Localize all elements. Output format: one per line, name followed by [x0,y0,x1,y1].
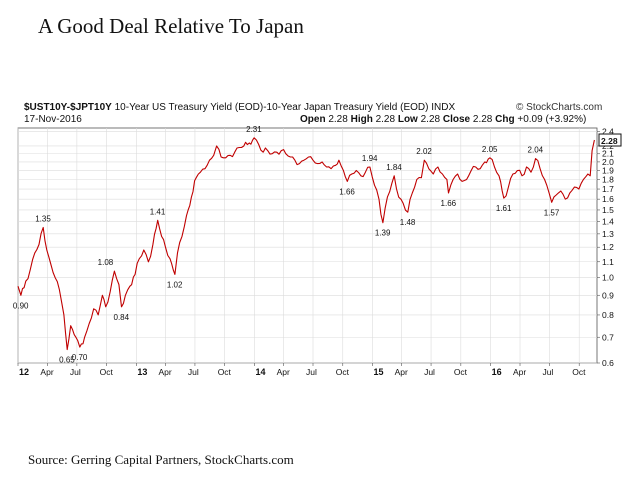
x-tick-label: Jul [70,367,81,377]
x-tick-label: Apr [513,367,526,377]
y-tick-label: 2.0 [602,157,614,167]
x-tick-label: Jul [424,367,435,377]
x-tick-label: Oct [454,367,468,377]
chart-date: 17-Nov-2016 [24,114,82,125]
series-line [17,137,595,351]
x-tick-label: Apr [40,367,53,377]
data-label: 0.65 [59,356,75,365]
chart-symbol: $UST10Y-$JPT10Y [24,102,112,113]
chg-label: Chg [495,114,515,125]
chart-header-line-1: $UST10Y-$JPT10Y 10-Year US Treasury Yiel… [24,102,455,113]
close-label: Close [442,114,471,125]
y-tick-label: 0.6 [602,358,614,368]
source-note: Source: Gerring Capital Partners, StockC… [28,452,294,467]
x-tick-label: Oct [336,367,350,377]
y-tick-label: 1.6 [602,194,614,204]
x-tick-label: 16 [492,367,502,377]
x-tick-label: Apr [158,367,171,377]
y-tick-label: 1.7 [602,184,614,194]
data-label: 1.48 [400,218,416,227]
y-tick-label: 1.8 [602,174,614,184]
last-value-box [598,133,622,147]
data-label: 0.90 [13,301,29,310]
y-tick-label: 1.3 [602,229,614,239]
data-label: 1.08 [98,258,114,267]
data-label: 1.57 [544,208,560,217]
figure-title: A Good Deal Relative To Japan [38,14,304,38]
x-tick-label: Oct [218,367,232,377]
y-tick-label: 0.7 [602,332,614,342]
x-tick-label: Jul [306,367,317,377]
high-value: 2.28 [375,114,396,125]
last-value-label: 2.28 [601,136,618,146]
x-tick-label: 15 [374,367,384,377]
x-tick-label: 12 [19,367,29,377]
open-label: Open [300,114,326,125]
x-tick-label: Apr [395,367,408,377]
data-label: 1.66 [441,199,457,208]
brand-label: © StockCharts.com [516,102,603,113]
y-tick-label: 2.4 [602,126,614,136]
x-tick-label: 13 [137,367,147,377]
y-tick-label: 1.5 [602,205,614,215]
x-tick-label: 14 [255,367,265,377]
data-label: 0.70 [72,353,88,362]
x-tick-label: Jul [188,367,199,377]
ohlc-readout: Open 2.28 High 2.28 Low 2.28 Close 2.28 … [300,114,586,125]
x-tick-label: Oct [572,367,586,377]
data-label: 1.35 [35,215,51,224]
open-value: 2.28 [328,114,348,125]
y-tick-label: 1.2 [602,242,614,252]
high-label: High [350,114,373,125]
low-label: Low [397,114,418,125]
data-label: 0.84 [114,313,130,322]
x-tick-label: Oct [100,367,114,377]
y-tick-label: 1.9 [602,165,614,175]
data-label: 1.84 [386,163,402,172]
data-label: 1.94 [362,154,378,163]
y-tick-label: 0.9 [602,290,614,300]
y-tick-label: 2.1 [602,149,614,159]
data-label: 2.05 [482,145,498,154]
data-label: 2.31 [246,125,262,134]
y-tick-label: 1.4 [602,216,614,226]
chg-value: +0.09 (+3.92%) [517,114,587,125]
data-label: 2.02 [416,147,432,156]
data-label: 1.39 [375,229,391,238]
y-tick-label: 1.1 [602,257,614,267]
data-label: 1.66 [339,187,355,196]
plot-frame [17,127,598,364]
x-tick-label: Apr [277,367,290,377]
data-label: 1.02 [167,280,183,289]
close-value: 2.28 [472,114,493,125]
y-tick-label: 1.0 [602,273,614,283]
y-tick-label: 0.8 [602,310,614,320]
x-tick-label: Jul [542,367,553,377]
low-value: 2.28 [420,114,441,125]
chart-description: 10-Year US Treasury Yield (EOD)-10-Year … [114,102,456,113]
data-label: 1.41 [150,207,166,216]
data-label: 1.61 [496,204,512,213]
data-label: 2.04 [528,146,544,155]
